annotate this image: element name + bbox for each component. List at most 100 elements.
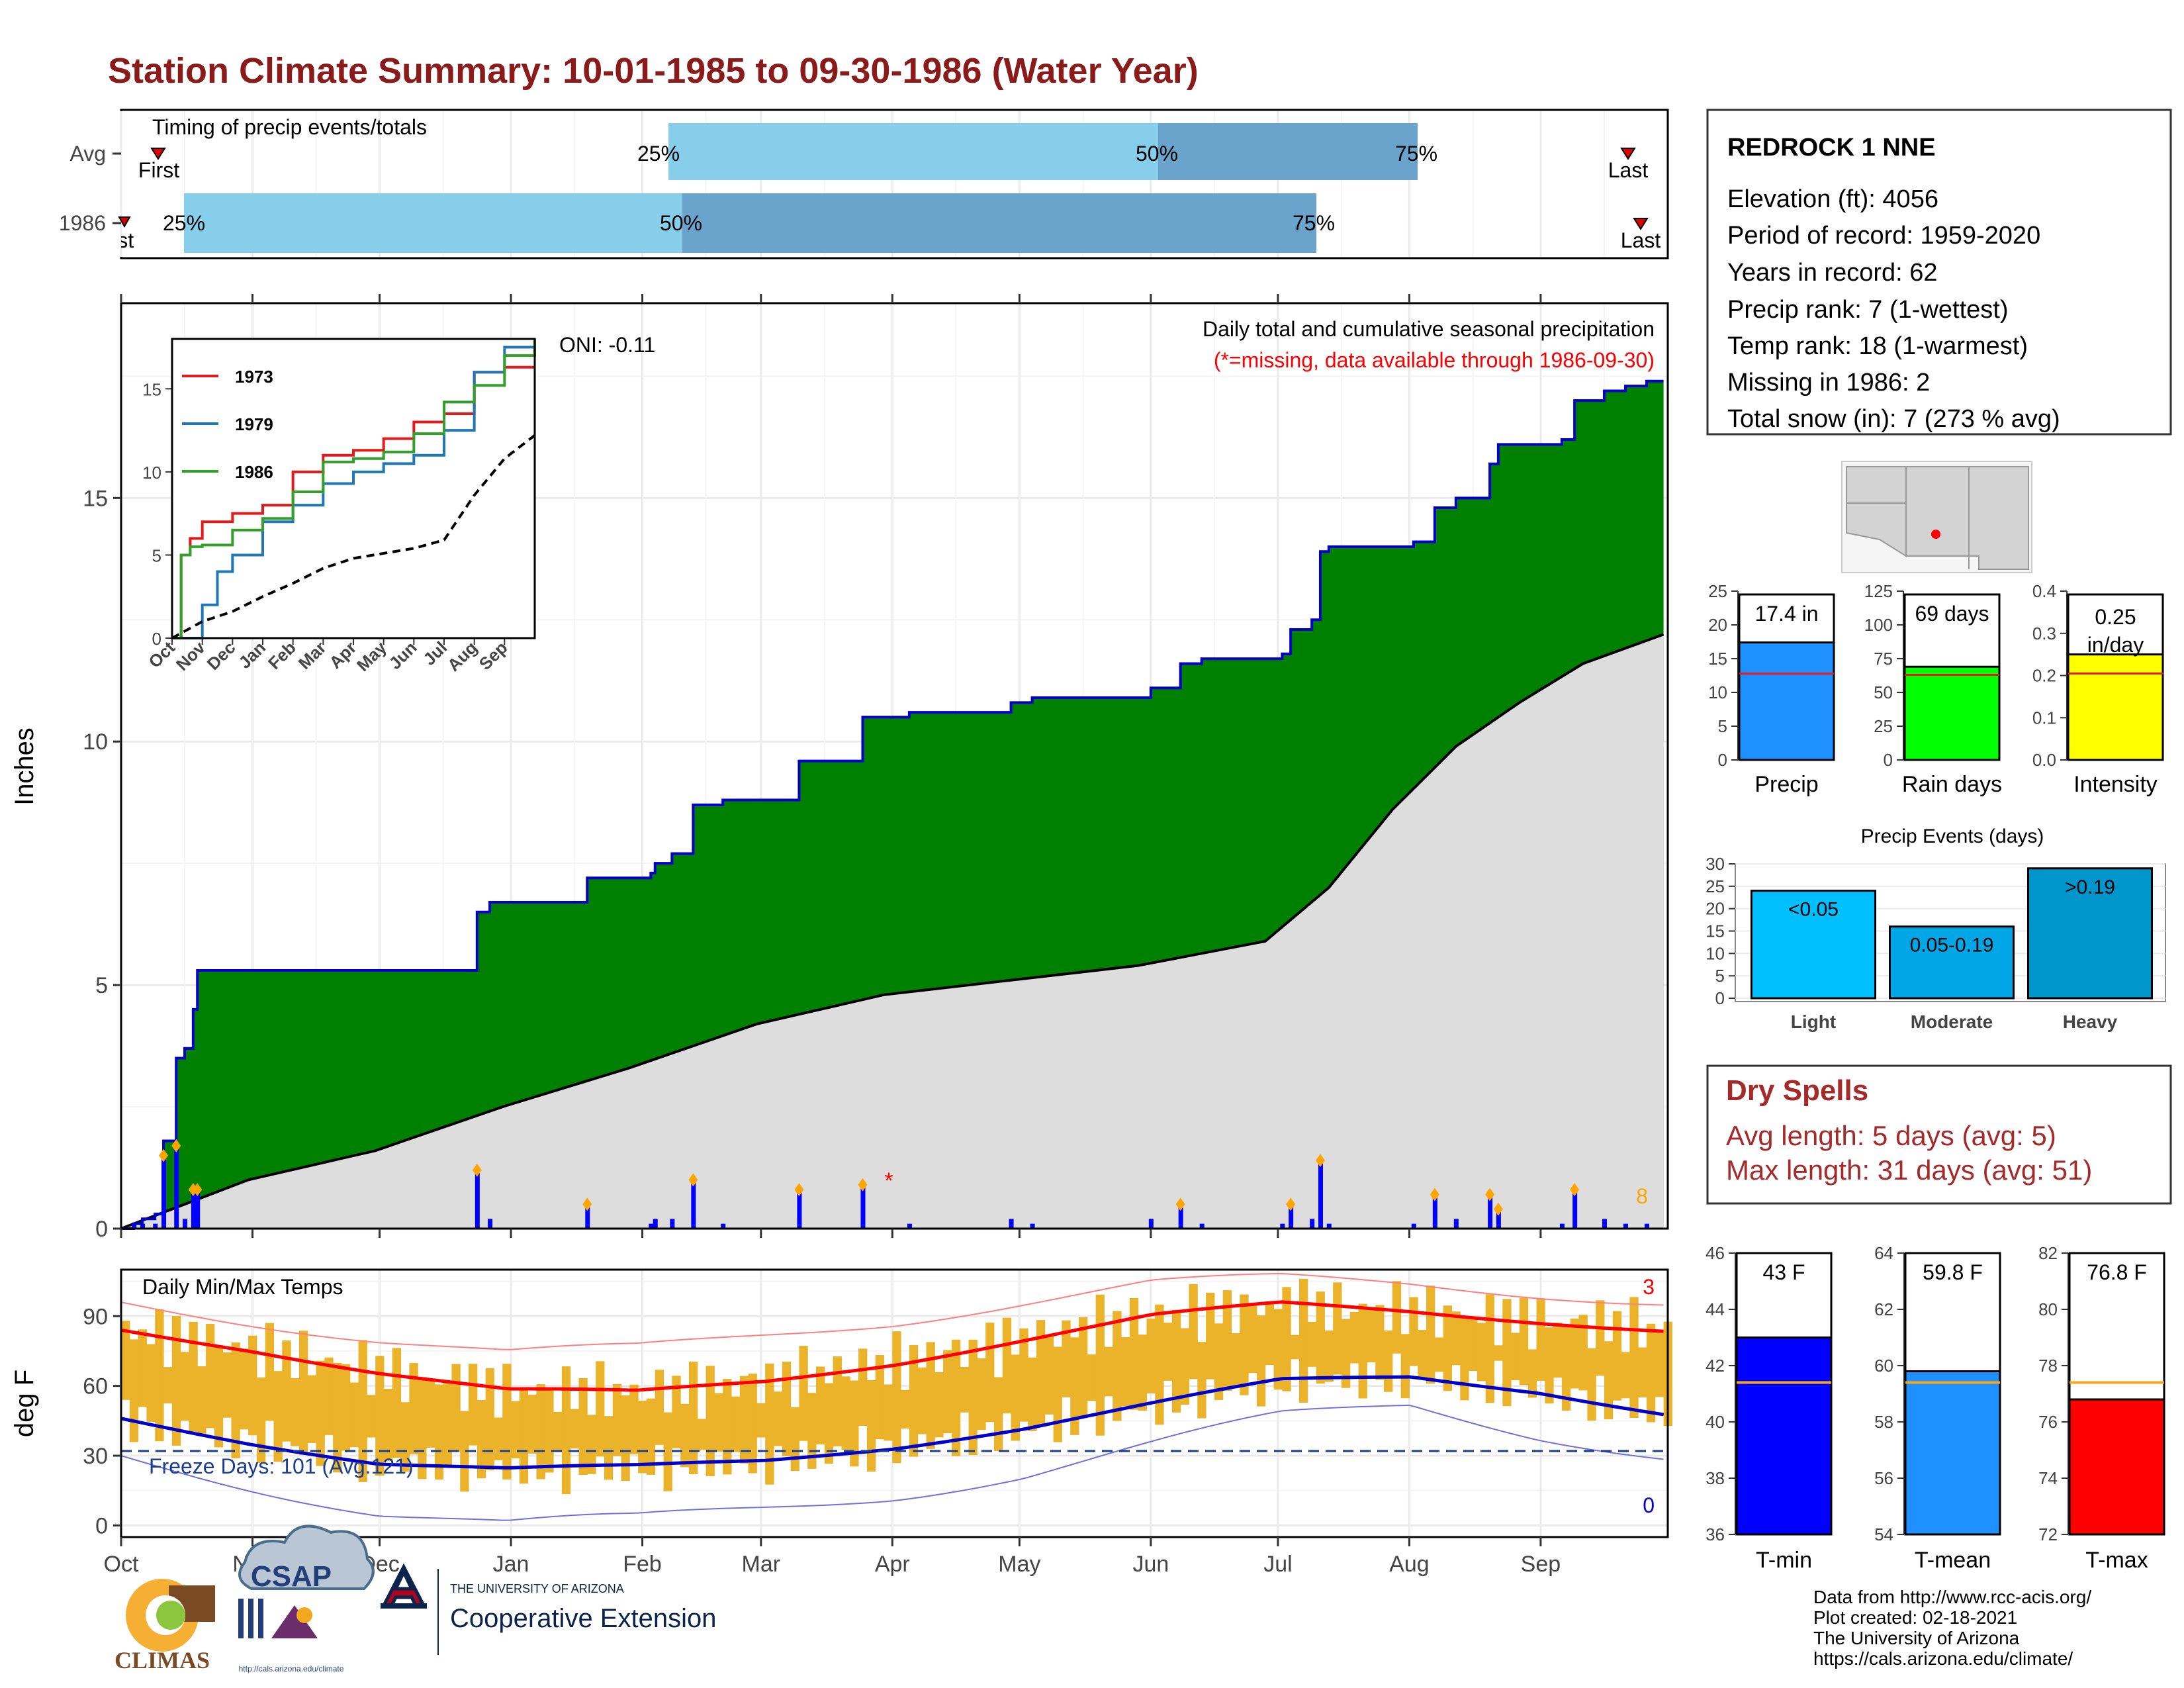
daily-precip-bar	[1559, 1223, 1565, 1229]
precip-ytick-label: 5	[95, 973, 108, 998]
inset-ytick-label: 10	[142, 463, 161, 483]
daily-temp-bar	[993, 1377, 1003, 1452]
daily-temp-bar	[748, 1374, 757, 1474]
daily-temp-bar	[1578, 1315, 1588, 1391]
timing-row-avg-label: Avg	[69, 142, 106, 165]
daily-temp-bar	[298, 1331, 308, 1455]
mini-ytick-label: 0.1	[2032, 708, 2056, 727]
daily-temp-bar	[163, 1367, 173, 1404]
daily-temp-bar	[146, 1344, 156, 1422]
daily-temp-bar	[672, 1376, 681, 1448]
heavy-event-marker	[171, 1139, 181, 1152]
daily-precip-bar	[161, 1155, 167, 1229]
daily-temp-bar	[612, 1383, 622, 1456]
temp-mini-value-bar	[2068, 1398, 2165, 1536]
daily-precip-bar	[721, 1223, 726, 1229]
daily-precip-bar	[670, 1219, 675, 1229]
daily-temp-bar	[383, 1389, 393, 1462]
daily-temp-bars	[121, 1278, 1672, 1495]
temp-mini-ytick-label: 38	[1706, 1468, 1725, 1488]
dry-spells-box: Dry Spells Avg length: 5 days (avg: 5) M…	[1706, 1064, 2172, 1205]
timing-1986-first-marker	[118, 216, 131, 228]
daily-temp-bar	[934, 1372, 944, 1438]
daily-precip-bar	[1326, 1223, 1332, 1229]
daily-temp-bar	[324, 1357, 334, 1435]
daily-temp-bar	[256, 1377, 266, 1463]
daily-temp-bar	[561, 1366, 571, 1495]
timing-1986-p25: 25%	[163, 211, 205, 235]
events-ytick-label: 0	[1715, 988, 1725, 1008]
daily-temp-bar	[782, 1362, 792, 1456]
daily-temp-bar	[1392, 1281, 1402, 1354]
csap-url: http://cals.arizona.edu/climate	[239, 1664, 344, 1673]
climas-logo-text: CLIMAS	[114, 1647, 210, 1673]
temp-mini-ytick-label: 56	[1874, 1468, 1893, 1488]
daily-temp-bar	[680, 1403, 690, 1468]
daily-temp-bar	[1316, 1291, 1325, 1384]
daily-temp-bar	[138, 1329, 147, 1407]
inset-line-average	[171, 434, 536, 639]
daily-temp-bar	[1121, 1337, 1130, 1407]
month-xtick-label: Jul	[1263, 1552, 1292, 1577]
daily-temp-bar	[460, 1411, 469, 1492]
timing-avg-last: Last	[1608, 158, 1649, 182]
daily-temp-bar	[1265, 1302, 1275, 1366]
mini-ytick-label: 50	[1874, 682, 1893, 702]
timing-1986-bar-dark	[682, 193, 1316, 253]
footer-line: Plot created: 02-18-2021	[1813, 1607, 2017, 1628]
heavy-event-marker	[193, 1183, 203, 1197]
daily-precip-bar	[691, 1180, 696, 1229]
daily-temp-bar	[1638, 1347, 1647, 1397]
daily-temp-bar	[875, 1355, 884, 1440]
daily-temp-bar	[807, 1393, 817, 1469]
daily-temp-bar	[688, 1362, 698, 1475]
mini-ytick-label: 10	[1708, 682, 1727, 702]
month-xtick-label: Sep	[1521, 1552, 1561, 1577]
station-line: Elevation (ft): 4056	[1727, 185, 1938, 213]
daily-temp-bar	[866, 1380, 876, 1472]
events-ytick-label: 20	[1706, 899, 1725, 919]
daily-temp-bar	[1291, 1335, 1300, 1360]
daily-precip-bar	[585, 1204, 590, 1229]
temp-ytick-label: 0	[95, 1513, 108, 1538]
footer-line: https://cals.arizona.edu/climate/	[1813, 1648, 2073, 1669]
timing-label: Timing of precip events/totals	[152, 115, 427, 139]
daily-temp-bar	[392, 1348, 402, 1458]
daily-temp-bar	[1519, 1297, 1529, 1385]
footer-line: Data from http://www.rcc-acis.org/	[1813, 1587, 2091, 1607]
mini-ytick-label: 0	[1884, 750, 1893, 770]
daily-precip-bar	[1280, 1223, 1285, 1229]
daily-precip-bar	[1148, 1219, 1154, 1229]
daily-temp-bar	[1011, 1354, 1020, 1441]
daily-precip-bar	[1009, 1219, 1014, 1229]
daily-temp-bar	[1138, 1335, 1147, 1411]
daily-temp-bar	[1222, 1290, 1232, 1391]
precip-panel: * 0 5 10 15 Inches ONI: -0.11 Daily total a…	[10, 294, 1669, 1242]
daily-temp-bar	[1358, 1303, 1367, 1399]
daily-temp-bar	[189, 1321, 198, 1432]
daily-temp-bar	[443, 1383, 452, 1466]
daily-temp-bar	[265, 1323, 274, 1421]
temp-mini-value-label: 43 F	[1762, 1260, 1805, 1284]
daily-temp-bar	[774, 1391, 783, 1446]
avg-max-line	[120, 1300, 1664, 1392]
temp-summary-bars: 36 38 40 42 44 46 43 F T-min 54 56 58 60 62 64 59.8 F T…	[1706, 1243, 2165, 1573]
daily-temp-bar	[705, 1366, 715, 1477]
events-bar	[1889, 925, 2015, 1000]
mini-ytick-label: 25	[1874, 716, 1893, 736]
daily-temp-bar	[1240, 1294, 1249, 1395]
ua-logo: THE UNIVERSITY OF ARIZONA Cooperative Ex…	[381, 1563, 716, 1655]
events-ytick-label: 15	[1706, 921, 1725, 941]
daily-precip-bar	[174, 1145, 179, 1229]
daily-temp-bar	[1298, 1278, 1308, 1403]
daily-temp-bar	[756, 1403, 766, 1438]
events-ytick-label: 25	[1706, 876, 1725, 896]
daily-precip-bar	[132, 1223, 137, 1229]
station-line: Precip rank: 7 (1-wettest)	[1727, 296, 2008, 324]
heavy-event-marker	[1175, 1197, 1185, 1211]
temp-mini-ytick-label: 44	[1706, 1299, 1725, 1319]
daily-temp-bar	[1129, 1297, 1139, 1410]
inset-legend-label: 1986	[235, 462, 273, 482]
